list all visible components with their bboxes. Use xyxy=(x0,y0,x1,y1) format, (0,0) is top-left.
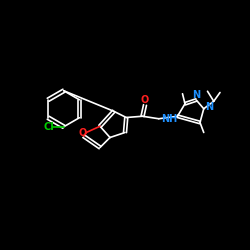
Text: Cl: Cl xyxy=(44,122,54,132)
Text: N: N xyxy=(205,102,213,113)
Text: NH: NH xyxy=(161,114,177,124)
Text: O: O xyxy=(78,128,87,138)
Text: O: O xyxy=(141,96,149,106)
Text: N: N xyxy=(192,90,200,101)
